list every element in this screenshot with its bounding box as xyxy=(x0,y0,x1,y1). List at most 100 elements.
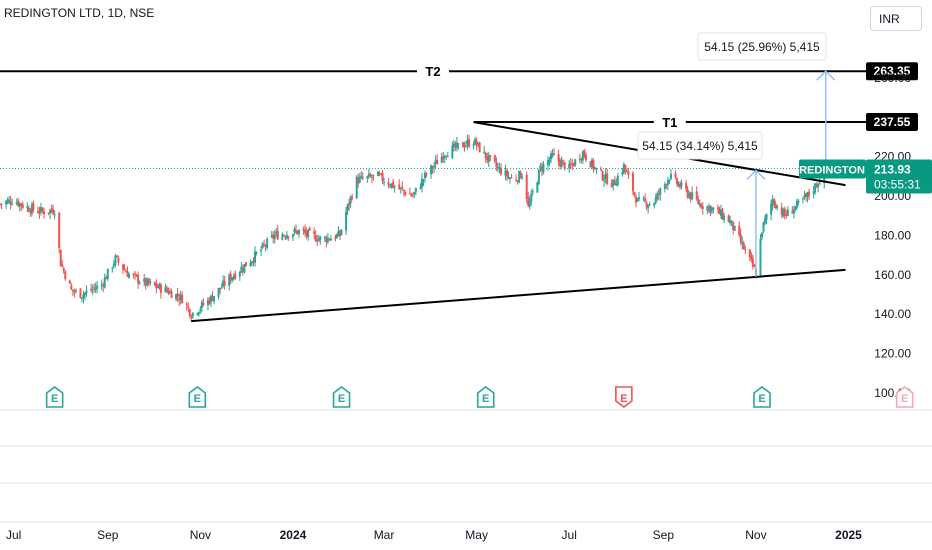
candle xyxy=(191,312,194,319)
candle-body xyxy=(572,163,575,167)
candle xyxy=(504,164,507,181)
measure-label-0: 54.15 (25.96%) 5,415 xyxy=(704,40,820,54)
candle xyxy=(548,156,551,167)
candle-body xyxy=(146,279,149,285)
candle xyxy=(228,272,231,291)
candle xyxy=(663,181,666,193)
candle xyxy=(455,136,458,152)
candle-body xyxy=(261,243,264,248)
candle-body xyxy=(191,312,194,317)
candle xyxy=(106,268,109,282)
candle-body xyxy=(217,288,220,297)
earnings-marker[interactable]: E xyxy=(753,386,771,408)
candle-body xyxy=(79,288,82,299)
candle xyxy=(584,152,587,163)
candle xyxy=(701,201,704,215)
candle xyxy=(155,279,158,294)
candle-body xyxy=(308,227,311,231)
candle-body xyxy=(18,202,21,207)
candle xyxy=(82,291,85,304)
candle-body xyxy=(430,165,433,175)
earnings-marker-shape xyxy=(188,386,207,408)
x-tick-label: Sep xyxy=(97,528,119,542)
candle-body xyxy=(571,163,574,165)
candle xyxy=(496,162,499,172)
candle-body xyxy=(340,230,343,235)
candle-body xyxy=(32,203,35,210)
earnings-marker[interactable]: E xyxy=(895,386,914,408)
candle xyxy=(229,270,232,285)
candle xyxy=(100,279,103,290)
candle xyxy=(366,175,369,183)
earnings-marker[interactable]: E xyxy=(332,386,351,408)
candle-body xyxy=(413,192,416,195)
candle-body xyxy=(792,209,795,214)
earnings-marker-label: E xyxy=(901,393,908,405)
earnings-marker-shape xyxy=(332,386,351,408)
candle xyxy=(530,189,533,206)
candle-body xyxy=(707,206,710,209)
candle xyxy=(52,204,55,216)
candle xyxy=(11,198,14,206)
candle-body xyxy=(27,207,30,212)
candle-body xyxy=(765,214,768,220)
candle-body xyxy=(29,212,32,214)
candle-body xyxy=(71,289,74,292)
candle-body xyxy=(85,290,88,293)
candle xyxy=(712,207,715,214)
candle-body xyxy=(281,234,284,240)
candle xyxy=(495,157,498,172)
candle xyxy=(738,221,741,237)
candle xyxy=(128,272,131,279)
candle xyxy=(592,158,595,173)
candle xyxy=(158,282,161,290)
candle xyxy=(93,283,96,293)
candle-body xyxy=(712,207,715,210)
candle xyxy=(748,248,751,262)
earnings-marker[interactable]: E xyxy=(615,386,633,408)
candle-body xyxy=(91,289,94,291)
candle xyxy=(498,162,501,174)
candle-body xyxy=(786,209,789,216)
candle xyxy=(121,264,124,274)
candle-body xyxy=(187,306,190,309)
candle-body xyxy=(181,294,184,304)
candle xyxy=(484,152,487,163)
earnings-marker[interactable]: E xyxy=(188,386,207,408)
candle xyxy=(805,192,808,202)
currency-selector[interactable]: INR xyxy=(870,6,922,31)
candle xyxy=(36,206,39,214)
candle-body xyxy=(505,170,508,177)
candle xyxy=(569,157,572,169)
candle-body xyxy=(636,198,639,202)
candle xyxy=(430,164,433,179)
earnings-marker[interactable]: E xyxy=(45,386,64,408)
candle xyxy=(243,263,246,274)
candle-body xyxy=(771,200,774,206)
candle xyxy=(665,183,668,190)
candle xyxy=(196,312,199,317)
candle-body xyxy=(360,175,363,177)
candle xyxy=(284,234,287,241)
candle xyxy=(6,197,9,205)
candle-body xyxy=(653,203,656,206)
candle-body xyxy=(455,142,458,148)
candle xyxy=(170,288,173,298)
candle-body xyxy=(238,272,241,277)
candle xyxy=(305,227,308,240)
candle-body xyxy=(158,284,161,289)
candle-body xyxy=(319,236,322,240)
candle-body xyxy=(680,182,683,186)
candle xyxy=(381,169,384,184)
candle-body xyxy=(525,174,528,199)
candle-body xyxy=(516,180,519,182)
earnings-marker[interactable]: E xyxy=(476,386,495,408)
candle xyxy=(335,233,338,239)
candle xyxy=(700,202,703,210)
candle xyxy=(308,226,311,231)
candle xyxy=(379,172,382,176)
x-tick-label: Nov xyxy=(745,528,766,542)
candle xyxy=(463,141,466,152)
candle xyxy=(5,199,8,209)
